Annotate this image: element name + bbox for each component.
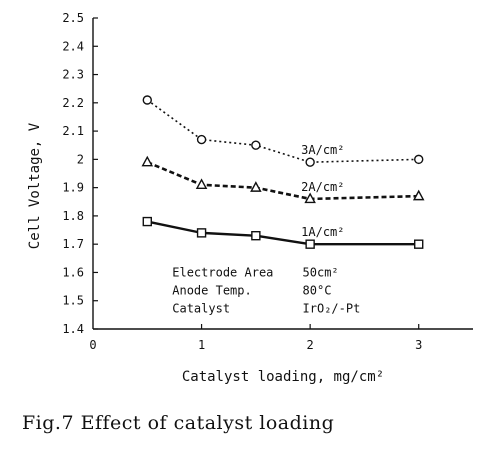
y-tick-label: 1.9: [62, 181, 84, 195]
y-tick-label: 1.4: [62, 322, 84, 336]
series-line: [146, 160, 419, 201]
figure-caption: Fig.7 Effect of catalyst loading: [22, 412, 335, 434]
data-point-circle: [414, 154, 424, 165]
y-tick-label: 1.7: [62, 237, 84, 251]
series-line: [147, 220, 419, 246]
series-label: 1A/cm²: [301, 225, 344, 239]
axes: [92, 18, 473, 330]
series-3: [142, 216, 424, 249]
y-tick-label: 1.6: [62, 265, 84, 279]
y-tick-label: 2.3: [62, 68, 84, 82]
y-tick-label: 2.5: [62, 11, 84, 25]
y-tick-label: 2: [77, 152, 84, 166]
series-label: 2A/cm²: [301, 180, 344, 194]
series-2: [141, 155, 425, 204]
series-labels: 3A/cm² 2A/cm² 1A/cm²: [301, 143, 344, 239]
x-axis-label: Catalyst loading, mg/cm²: [182, 369, 384, 385]
y-tick-label: 2.2: [62, 96, 84, 110]
annotation-value: IrO₂/-Pt: [303, 301, 361, 315]
data-point-triangle: [141, 155, 154, 167]
series-layer: [141, 95, 425, 249]
annotation-label: Catalyst: [172, 301, 230, 315]
data-point-square: [142, 216, 152, 227]
x-tick-label: 0: [89, 338, 96, 352]
y-tick-label: 1.5: [62, 294, 84, 308]
annotation-label: Anode Temp.: [172, 283, 251, 297]
data-point-circle: [142, 95, 152, 105]
y-tick-label: 1.8: [62, 209, 84, 223]
data-point-triangle: [412, 189, 425, 201]
data-point-circle: [196, 134, 207, 145]
data-point-square: [305, 239, 315, 249]
data-point-circle: [251, 140, 261, 150]
annotation-value: 50cm²: [303, 265, 339, 279]
data-point-circle: [305, 157, 315, 167]
data-point-triangle: [250, 181, 262, 192]
data-point-triangle: [195, 178, 208, 190]
x-axis-ticks: 0 1 2 3: [89, 324, 422, 352]
x-tick-label: 3: [415, 338, 422, 352]
data-point-square: [414, 239, 424, 249]
x-tick-label: 2: [307, 338, 314, 352]
series-label: 3A/cm²: [301, 143, 344, 157]
annotation-label: Electrode Area: [172, 265, 273, 279]
conditions-annotation: Electrode Area 50cm² Anode Temp. 80°C Cataly…: [172, 265, 360, 315]
annotation-value: 80°C: [303, 283, 332, 297]
y-axis-label: Cell Voltage, V: [27, 122, 43, 249]
y-axis-ticks: 1.4 1.5 1.6 1.7 1.8 1.9 2 2.1 2.2 2.3 2.4 2.5: [62, 11, 98, 336]
data-point-triangle: [304, 192, 316, 204]
series-line: [146, 99, 419, 163]
data-point-square: [196, 228, 207, 238]
y-tick-label: 2.4: [62, 39, 84, 53]
data-point-square: [251, 230, 261, 241]
series-1: [142, 95, 424, 167]
x-tick-label: 1: [198, 338, 205, 352]
y-tick-label: 2.1: [62, 124, 84, 138]
